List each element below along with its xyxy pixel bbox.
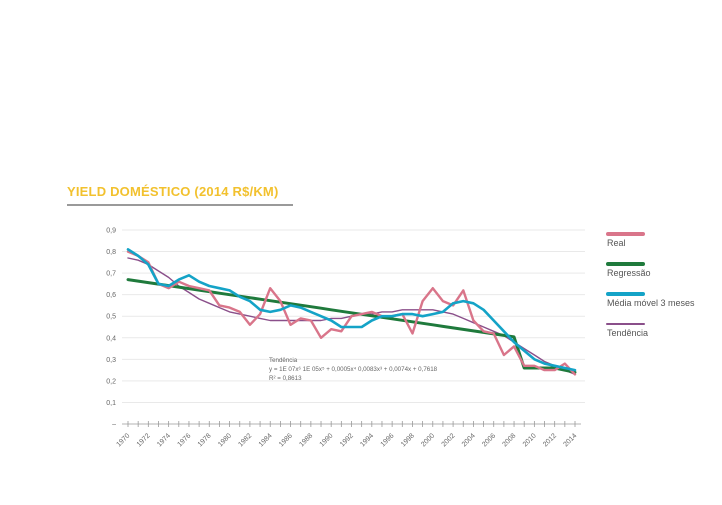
- y-tick-label: 0,6: [106, 292, 116, 299]
- legend-label-tendencia: Tendência: [607, 328, 649, 338]
- x-tick-label: 1972: [136, 432, 152, 448]
- y-tick-label: 0,2: [106, 378, 116, 385]
- x-axis: 1970 1972 1974 1976 1978 1980 1982 1984 1986 1988…: [115, 421, 581, 448]
- x-tick-label: 2014: [562, 432, 578, 448]
- series-line-regressao: [126, 278, 577, 374]
- chart-title: YIELD DOMÉSTICO (2014 R$/KM): [67, 184, 279, 199]
- x-tick-label: 2006: [481, 432, 497, 448]
- x-tick-label: 2012: [542, 432, 558, 448]
- legend-item-media-movel: Média móvel 3 meses: [606, 292, 718, 322]
- x-tick-label: 2008: [501, 432, 517, 448]
- series-line-media-movel: [126, 248, 577, 372]
- annotation-line: R² = 0,8613: [269, 375, 302, 382]
- legend-swatch-regressao: [606, 262, 645, 266]
- legend-label-media-movel: Média móvel 3 meses: [607, 298, 695, 308]
- y-tick-label: 0,9: [106, 228, 116, 235]
- x-tick-label: 1992: [339, 432, 355, 448]
- legend-item-tendencia: Tendência: [606, 322, 718, 352]
- x-tick-label: 2000: [420, 432, 436, 448]
- x-tick-label: 1970: [115, 432, 131, 448]
- x-tick-label: 1986: [278, 432, 294, 448]
- legend-swatch-tendencia: [606, 323, 645, 325]
- x-tick-label: 2002: [441, 432, 457, 448]
- y-tick-label: 0,5: [106, 314, 116, 321]
- x-tick-label: 2010: [522, 432, 538, 448]
- y-tick-label: 0,7: [106, 271, 116, 278]
- y-tick-label: 0,3: [106, 357, 116, 364]
- y-tick-label: –: [112, 422, 116, 429]
- series-lines: [126, 248, 577, 376]
- annotation-line: y = 1E 07x⁶ 1E 05x⁵ + 0,0005x⁴ 0,0083x³ …: [269, 366, 438, 373]
- legend-label-real: Real: [607, 238, 626, 248]
- y-tick-label: 0,8: [106, 249, 116, 256]
- x-tick-label: 2004: [461, 432, 477, 448]
- y-axis-ticks: – 0,1 0,2 0,3 0,4 0,5 0,6 0,7 0,8 0,9: [106, 228, 116, 429]
- x-tick-label: 1998: [400, 432, 416, 448]
- legend-item-regressao: Regressão: [606, 262, 718, 292]
- x-tick-label: 1980: [217, 432, 233, 448]
- x-tick-label: 1996: [380, 432, 396, 448]
- y-tick-label: 0,1: [106, 400, 116, 407]
- x-tick-label: 1984: [258, 432, 274, 448]
- title-underline: [67, 204, 293, 206]
- trend-annotation: Tendência y = 1E 07x⁶ 1E 05x⁵ + 0,0005x⁴ …: [269, 357, 438, 382]
- x-tick-label: 1982: [237, 432, 253, 448]
- x-tick-label: 1976: [176, 432, 192, 448]
- series-line-real: [126, 250, 577, 376]
- x-tick-label: 1988: [298, 432, 314, 448]
- legend-swatch-media-movel: [606, 292, 645, 296]
- grid-lines: [122, 229, 585, 403]
- legend: Real Regressão Média móvel 3 meses Tendê…: [606, 232, 718, 352]
- annotation-line: Tendência: [269, 357, 298, 364]
- legend-swatch-real: [606, 232, 645, 236]
- x-tick-label: 1974: [156, 432, 172, 448]
- legend-label-regressao: Regressão: [607, 268, 651, 278]
- legend-item-real: Real: [606, 232, 718, 262]
- x-tick-label: 1990: [319, 432, 335, 448]
- x-tick-label: 1978: [197, 432, 213, 448]
- x-tick-label: 1994: [359, 432, 375, 448]
- y-tick-label: 0,4: [106, 335, 116, 342]
